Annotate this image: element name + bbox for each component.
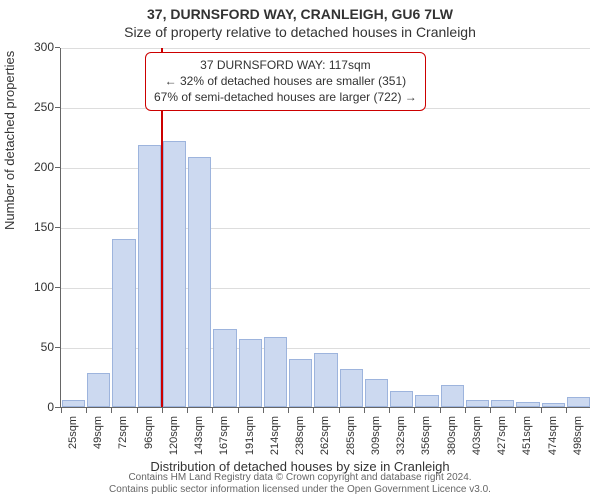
histogram-bar <box>390 391 413 407</box>
gridline <box>61 48 590 49</box>
x-tick-label: 332sqm <box>395 416 407 464</box>
x-tick-label: 451sqm <box>521 416 533 464</box>
histogram-bar <box>138 145 161 407</box>
histogram-bar <box>289 359 312 407</box>
histogram-bar <box>415 395 438 407</box>
histogram-bar <box>491 400 514 407</box>
x-tickmark <box>263 408 264 413</box>
histogram-bar <box>365 379 388 407</box>
histogram-plot: 37 DURNSFORD WAY: 117sqm ← 32% of detach… <box>60 48 590 408</box>
x-tickmark <box>187 408 188 413</box>
x-tick-label: 25sqm <box>67 416 79 464</box>
histogram-bar <box>441 385 464 407</box>
x-tickmark <box>465 408 466 413</box>
page-subtitle: Size of property relative to detached ho… <box>0 24 600 40</box>
histogram-bar <box>62 400 85 407</box>
x-tick-label: 309sqm <box>370 416 382 464</box>
histogram-bar <box>87 373 110 407</box>
x-tick-label: 143sqm <box>193 416 205 464</box>
x-tickmark <box>137 408 138 413</box>
y-tick-label: 200 <box>4 160 54 174</box>
x-tick-label: 380sqm <box>446 416 458 464</box>
x-tick-label: 498sqm <box>572 416 584 464</box>
y-tick-label: 100 <box>4 280 54 294</box>
x-tick-label: 285sqm <box>345 416 357 464</box>
x-tickmark <box>238 408 239 413</box>
histogram-bar <box>112 239 135 407</box>
attribution-text: Contains HM Land Registry data © Crown c… <box>0 472 600 496</box>
x-tickmark <box>111 408 112 413</box>
x-tickmark <box>212 408 213 413</box>
x-tick-label: 191sqm <box>244 416 256 464</box>
marker-annotation: 37 DURNSFORD WAY: 117sqm ← 32% of detach… <box>145 52 426 111</box>
histogram-bar <box>466 400 489 407</box>
x-tickmark <box>541 408 542 413</box>
y-tick-label: 250 <box>4 100 54 114</box>
x-tick-label: 167sqm <box>218 416 230 464</box>
x-tickmark <box>440 408 441 413</box>
x-tick-label: 96sqm <box>143 416 155 464</box>
x-tickmark <box>86 408 87 413</box>
x-tick-label: 403sqm <box>471 416 483 464</box>
histogram-bar <box>340 369 363 407</box>
x-tickmark <box>389 408 390 413</box>
x-tickmark <box>288 408 289 413</box>
histogram-bar <box>567 397 590 407</box>
x-tick-label: 214sqm <box>269 416 281 464</box>
histogram-bar <box>542 403 565 407</box>
x-tick-label: 356sqm <box>420 416 432 464</box>
histogram-bar <box>163 141 186 407</box>
x-tickmark <box>490 408 491 413</box>
x-tickmark <box>414 408 415 413</box>
page-title: 37, DURNSFORD WAY, CRANLEIGH, GU6 7LW <box>0 6 600 22</box>
y-axis-label: Number of detached properties <box>2 51 17 230</box>
x-tickmark <box>313 408 314 413</box>
annot-line-2: ← 32% of detached houses are smaller (35… <box>154 73 417 89</box>
x-tick-label: 120sqm <box>168 416 180 464</box>
y-tick-label: 150 <box>4 220 54 234</box>
x-tickmark <box>364 408 365 413</box>
annot-line-1: 37 DURNSFORD WAY: 117sqm <box>154 57 417 73</box>
x-tick-label: 474sqm <box>547 416 559 464</box>
y-tick-label: 300 <box>4 40 54 54</box>
x-tickmark <box>515 408 516 413</box>
x-tick-label: 262sqm <box>319 416 331 464</box>
histogram-bar <box>516 402 539 407</box>
x-tick-label: 72sqm <box>117 416 129 464</box>
histogram-bar <box>188 157 211 407</box>
x-tick-label: 49sqm <box>92 416 104 464</box>
histogram-bar <box>314 353 337 407</box>
x-tickmark <box>61 408 62 413</box>
histogram-bar <box>213 329 236 407</box>
x-tick-label: 427sqm <box>496 416 508 464</box>
y-tick-label: 50 <box>4 340 54 354</box>
annot-line-3: 67% of semi-detached houses are larger (… <box>154 89 417 105</box>
x-tickmark <box>339 408 340 413</box>
y-tick-label: 0 <box>4 400 54 414</box>
histogram-bar <box>239 339 262 407</box>
x-tickmark <box>566 408 567 413</box>
histogram-bar <box>264 337 287 407</box>
x-tick-label: 238sqm <box>294 416 306 464</box>
x-tickmark <box>162 408 163 413</box>
